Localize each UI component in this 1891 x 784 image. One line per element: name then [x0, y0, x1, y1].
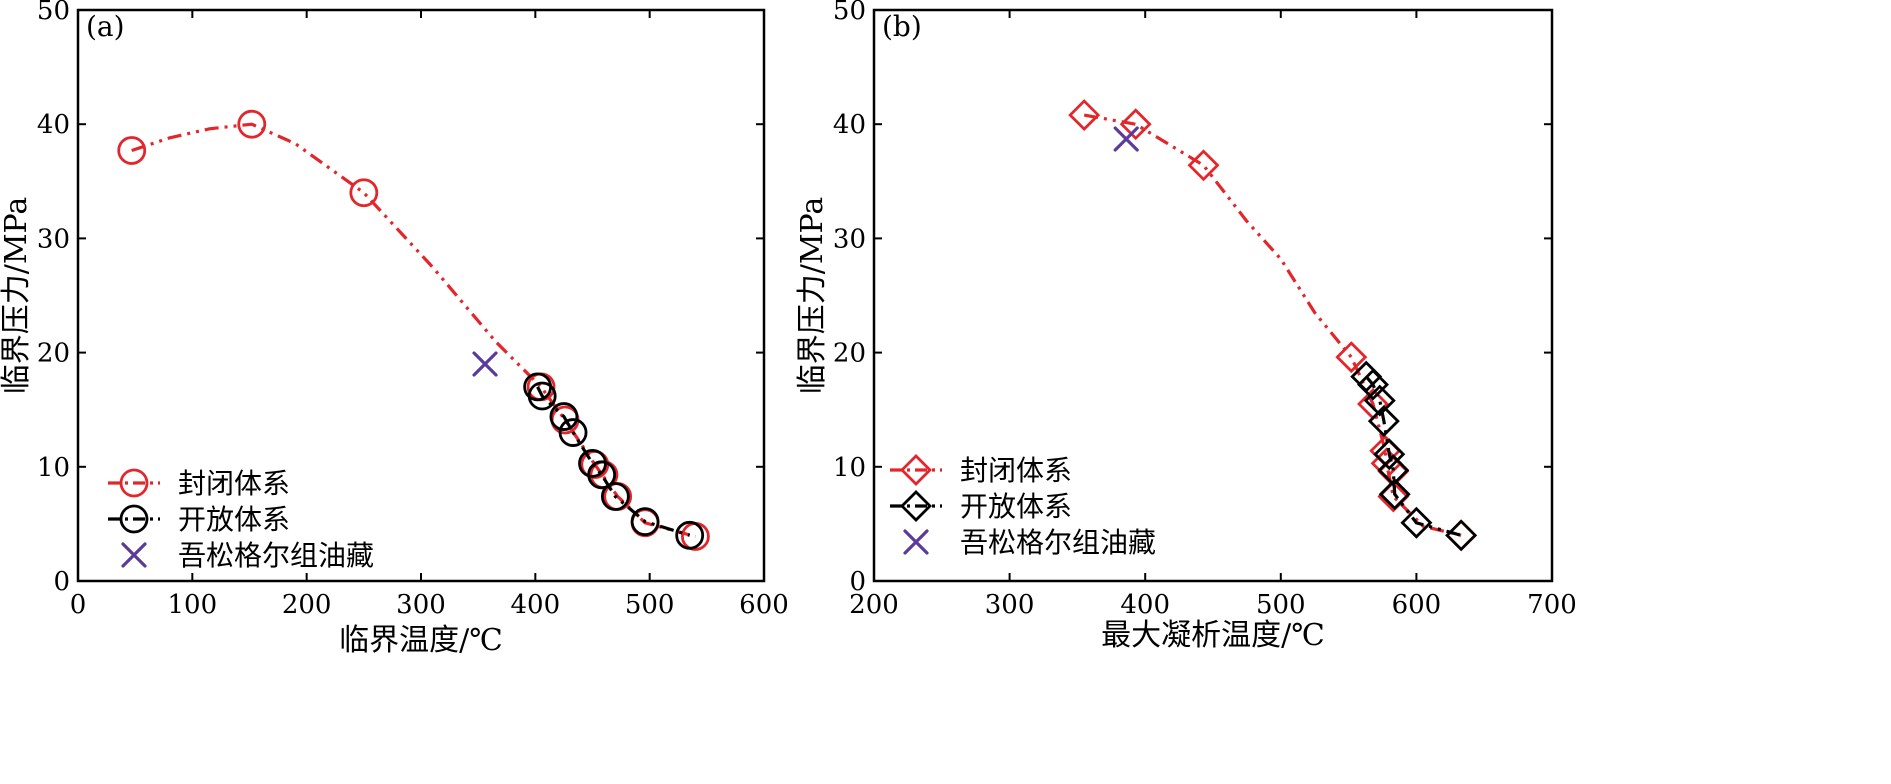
- legend-marker-circle: [119, 504, 149, 534]
- data-point-cross: [472, 351, 498, 377]
- data-point-diamond: [1068, 99, 1101, 132]
- legend-label: 吾松格尔组油藏: [178, 539, 374, 572]
- y-tick-label: 30: [37, 224, 70, 254]
- x-axis-title: 最大凝析温度/℃: [1101, 618, 1325, 653]
- data-point-diamond: [1377, 454, 1410, 487]
- x-tick-label: 300: [396, 590, 446, 620]
- series-0: [1068, 99, 1478, 552]
- y-tick-label: 40: [37, 110, 70, 140]
- data-point-circle: [675, 520, 705, 550]
- x-tick-label: 400: [1120, 590, 1170, 620]
- data-point-circle: [117, 136, 147, 165]
- legend-marker-cross: [903, 529, 929, 555]
- data-point-circle: [237, 109, 267, 139]
- x-tick-label: 300: [985, 590, 1035, 620]
- x-tick-label: 400: [511, 590, 561, 620]
- data-point-diamond: [1400, 506, 1433, 539]
- y-tick-label: 40: [833, 110, 866, 140]
- y-tick-label: 10: [833, 453, 866, 483]
- legend-marker-circle: [119, 468, 149, 498]
- x-tick-label: 500: [1256, 590, 1306, 620]
- legend-label: 封闭体系: [960, 454, 1072, 487]
- x-tick-label: 200: [849, 590, 899, 620]
- x-tick-label: 500: [625, 590, 675, 620]
- y-tick-label: 20: [833, 339, 866, 369]
- series-2: [472, 351, 498, 377]
- series-1: [1350, 360, 1478, 552]
- series-line: [1364, 375, 1462, 537]
- series-line: [131, 122, 696, 539]
- x-tick-label: 0: [70, 590, 87, 620]
- data-point-diamond: [1357, 368, 1389, 401]
- data-point-diamond: [1445, 519, 1478, 552]
- y-tick-label: 30: [833, 224, 866, 254]
- x-tick-label: 600: [739, 590, 789, 620]
- y-tick-label: 10: [37, 453, 70, 483]
- legend-label: 吾松格尔组油藏: [960, 526, 1156, 559]
- y-tick-label: 0: [53, 567, 70, 597]
- y-tick-label: 50: [833, 0, 866, 26]
- data-point-diamond: [1445, 519, 1478, 552]
- data-point-circle: [349, 178, 379, 208]
- data-point-diamond: [1378, 478, 1411, 511]
- legend-marker-diamond: [900, 490, 932, 522]
- data-point-circle: [549, 402, 579, 431]
- data-point-circle: [558, 418, 588, 447]
- y-axis-title: 临界压力/MPa: [795, 197, 830, 395]
- legend-label: 封闭体系: [178, 467, 290, 500]
- x-tick-label: 100: [168, 590, 218, 620]
- data-point-diamond: [1363, 384, 1396, 417]
- y-tick-label: 0: [849, 567, 866, 597]
- x-axis-title: 临界温度/℃: [339, 623, 503, 658]
- panel-b: 200 300 400 500 600 700 0 10 20 30 40 50 (b) 最大凝析温度/℃…: [795, 0, 1577, 653]
- panel-label: (a): [86, 10, 125, 43]
- data-point-diamond: [1119, 108, 1152, 141]
- panel-a: 0 100 200 300 400 500 600 0 10 20 30 40 50 (a) 临界温度/℃ 临…: [0, 0, 789, 658]
- legend-label: 开放体系: [960, 490, 1072, 523]
- legend-label: 开放体系: [178, 503, 290, 536]
- data-point-diamond: [1373, 438, 1406, 471]
- series-2: [1113, 126, 1139, 152]
- legend-marker-diamond: [900, 454, 932, 486]
- x-tick-label: 600: [1392, 590, 1442, 620]
- x-tick-label: 200: [282, 590, 332, 620]
- plot-frame: [872, 8, 1554, 583]
- data-point-diamond: [1335, 341, 1368, 374]
- data-point-circle: [527, 381, 557, 411]
- y-tick-label: 20: [37, 339, 70, 369]
- x-tick-label: 700: [1527, 590, 1577, 620]
- data-point-diamond: [1187, 149, 1220, 182]
- y-axis-title: 临界压力/MPa: [0, 197, 34, 395]
- data-point-circle: [600, 482, 630, 511]
- y-tick-label: 50: [37, 0, 70, 26]
- legend-marker-cross: [121, 542, 147, 568]
- panel-label: (b): [882, 10, 922, 43]
- data-point-cross: [1113, 126, 1139, 152]
- data-point-circle: [587, 460, 617, 490]
- data-point-circle: [630, 507, 660, 537]
- data-point-diamond: [1367, 405, 1400, 438]
- series-1: [523, 372, 705, 550]
